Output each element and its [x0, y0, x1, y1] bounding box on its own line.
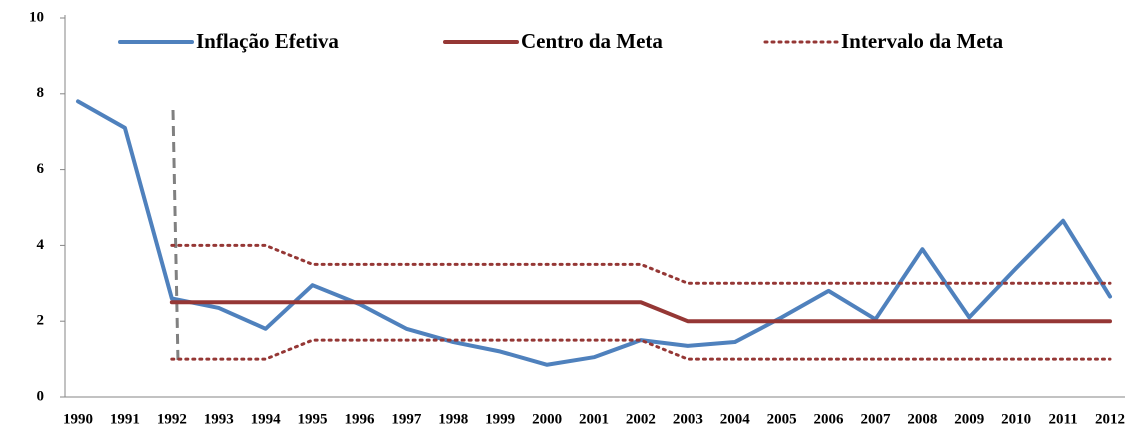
x-tick-label: 1992 [157, 411, 187, 427]
x-tick-label: 2011 [1048, 411, 1077, 427]
x-tick-label: 1990 [63, 411, 93, 427]
x-tick-label: 1993 [204, 411, 234, 427]
legend-label: Intervalo da Meta [841, 29, 1004, 53]
y-tick-label: 8 [37, 85, 45, 101]
y-tick-label: 0 [37, 388, 45, 404]
x-tick-label: 2007 [860, 411, 891, 427]
data-line [76, 99, 1112, 367]
x-tick-label: 2002 [626, 411, 656, 427]
x-tick-label: 1991 [110, 411, 140, 427]
y-tick-label: 4 [37, 237, 45, 253]
x-tick-label: 2009 [954, 411, 984, 427]
x-tick-label: 1998 [438, 411, 468, 427]
x-tick-label: 1994 [251, 411, 282, 427]
x-tick-label: 2004 [720, 411, 751, 427]
x-tick-label: 1996 [344, 411, 375, 427]
legend-label: Centro da Meta [521, 29, 663, 53]
x-tick-label: 1995 [298, 411, 328, 427]
x-tick-label: 2005 [767, 411, 797, 427]
x-tick-label: 2010 [1001, 411, 1031, 427]
x-tick-label: 2008 [907, 411, 937, 427]
y-tick-label: 6 [37, 161, 45, 177]
x-tick-label: 2006 [814, 411, 845, 427]
reference-line [171, 109, 180, 363]
legend-label: Inflação Efetiva [196, 29, 339, 53]
data-line [170, 338, 1112, 361]
x-tick-label: 2000 [532, 411, 562, 427]
y-tick-label: 10 [29, 9, 44, 25]
x-tick-label: 2012 [1095, 411, 1125, 427]
x-tick-label: 2001 [579, 411, 609, 427]
data-line [170, 243, 1112, 285]
data-line [169, 300, 1112, 324]
x-tick-label: 1999 [485, 411, 515, 427]
y-tick-label: 2 [37, 313, 45, 329]
x-tick-label: 2003 [673, 411, 703, 427]
x-tick-label: 1997 [391, 411, 422, 427]
